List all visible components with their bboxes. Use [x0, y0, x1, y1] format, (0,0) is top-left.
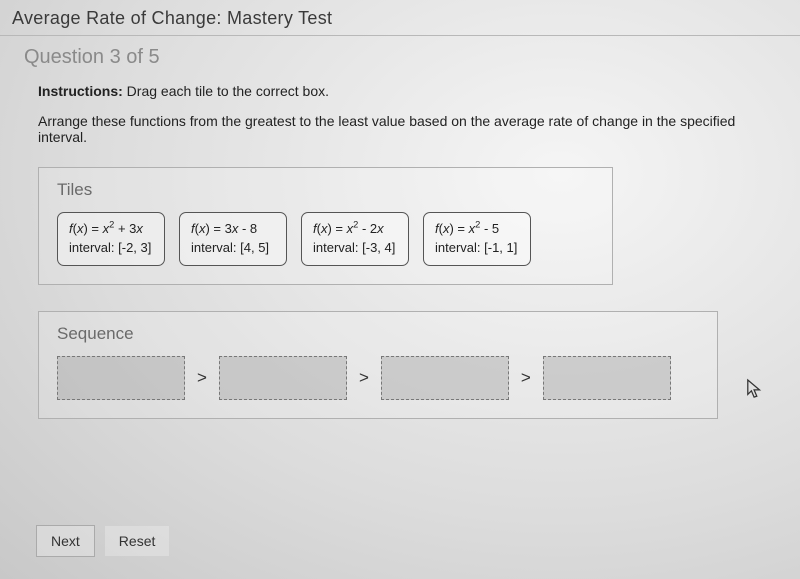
tile-function: f(x) = 3x - 8 [191, 220, 275, 239]
drop-slot-4[interactable] [543, 356, 671, 400]
drop-slot-1[interactable] [57, 356, 185, 400]
tile-interval: interval: [-2, 3] [69, 239, 153, 258]
drop-slot-2[interactable] [219, 356, 347, 400]
next-button[interactable]: Next [36, 525, 95, 557]
sequence-row: > > > [57, 356, 703, 400]
tiles-panel-title: Tiles [57, 180, 598, 200]
tile-4[interactable]: f(x) = x2 - 5interval: [-1, 1] [423, 212, 531, 266]
sequence-separator: > [519, 368, 533, 388]
sequence-separator: > [357, 368, 371, 388]
instructions-line: Instructions: Drag each tile to the corr… [38, 83, 774, 99]
sequence-panel-title: Sequence [57, 324, 703, 344]
tile-interval: interval: [-1, 1] [435, 239, 519, 258]
tile-function: f(x) = x2 - 2x [313, 220, 397, 239]
instructions-label: Instructions: [38, 83, 123, 99]
button-bar: Next Reset [36, 525, 169, 557]
tiles-panel: Tiles f(x) = x2 + 3xinterval: [-2, 3]f(x… [38, 167, 613, 285]
tile-function: f(x) = x2 + 3x [69, 220, 153, 239]
instructions-text: Drag each tile to the correct box. [127, 83, 329, 99]
tile-2[interactable]: f(x) = 3x - 8interval: [4, 5] [179, 212, 287, 266]
tile-interval: interval: [4, 5] [191, 239, 275, 258]
sequence-separator: > [195, 368, 209, 388]
sequence-panel: Sequence > > > [38, 311, 718, 419]
question-counter: Question 3 of 5 [0, 36, 800, 83]
tile-interval: interval: [-3, 4] [313, 239, 397, 258]
question-body: Instructions: Drag each tile to the corr… [0, 83, 800, 419]
tiles-row: f(x) = x2 + 3xinterval: [-2, 3] f(x) = 3x… [57, 212, 598, 266]
tile-1[interactable]: f(x) = x2 + 3xinterval: [-2, 3] [57, 212, 165, 266]
drop-slot-3[interactable] [381, 356, 509, 400]
reset-button[interactable]: Reset [105, 526, 170, 556]
tile-3[interactable]: f(x) = x2 - 2xinterval: [-3, 4] [301, 212, 409, 266]
tile-function: f(x) = x2 - 5 [435, 220, 519, 239]
page-title: Average Rate of Change: Mastery Test [0, 0, 800, 36]
question-prompt: Arrange these functions from the greates… [38, 113, 774, 145]
